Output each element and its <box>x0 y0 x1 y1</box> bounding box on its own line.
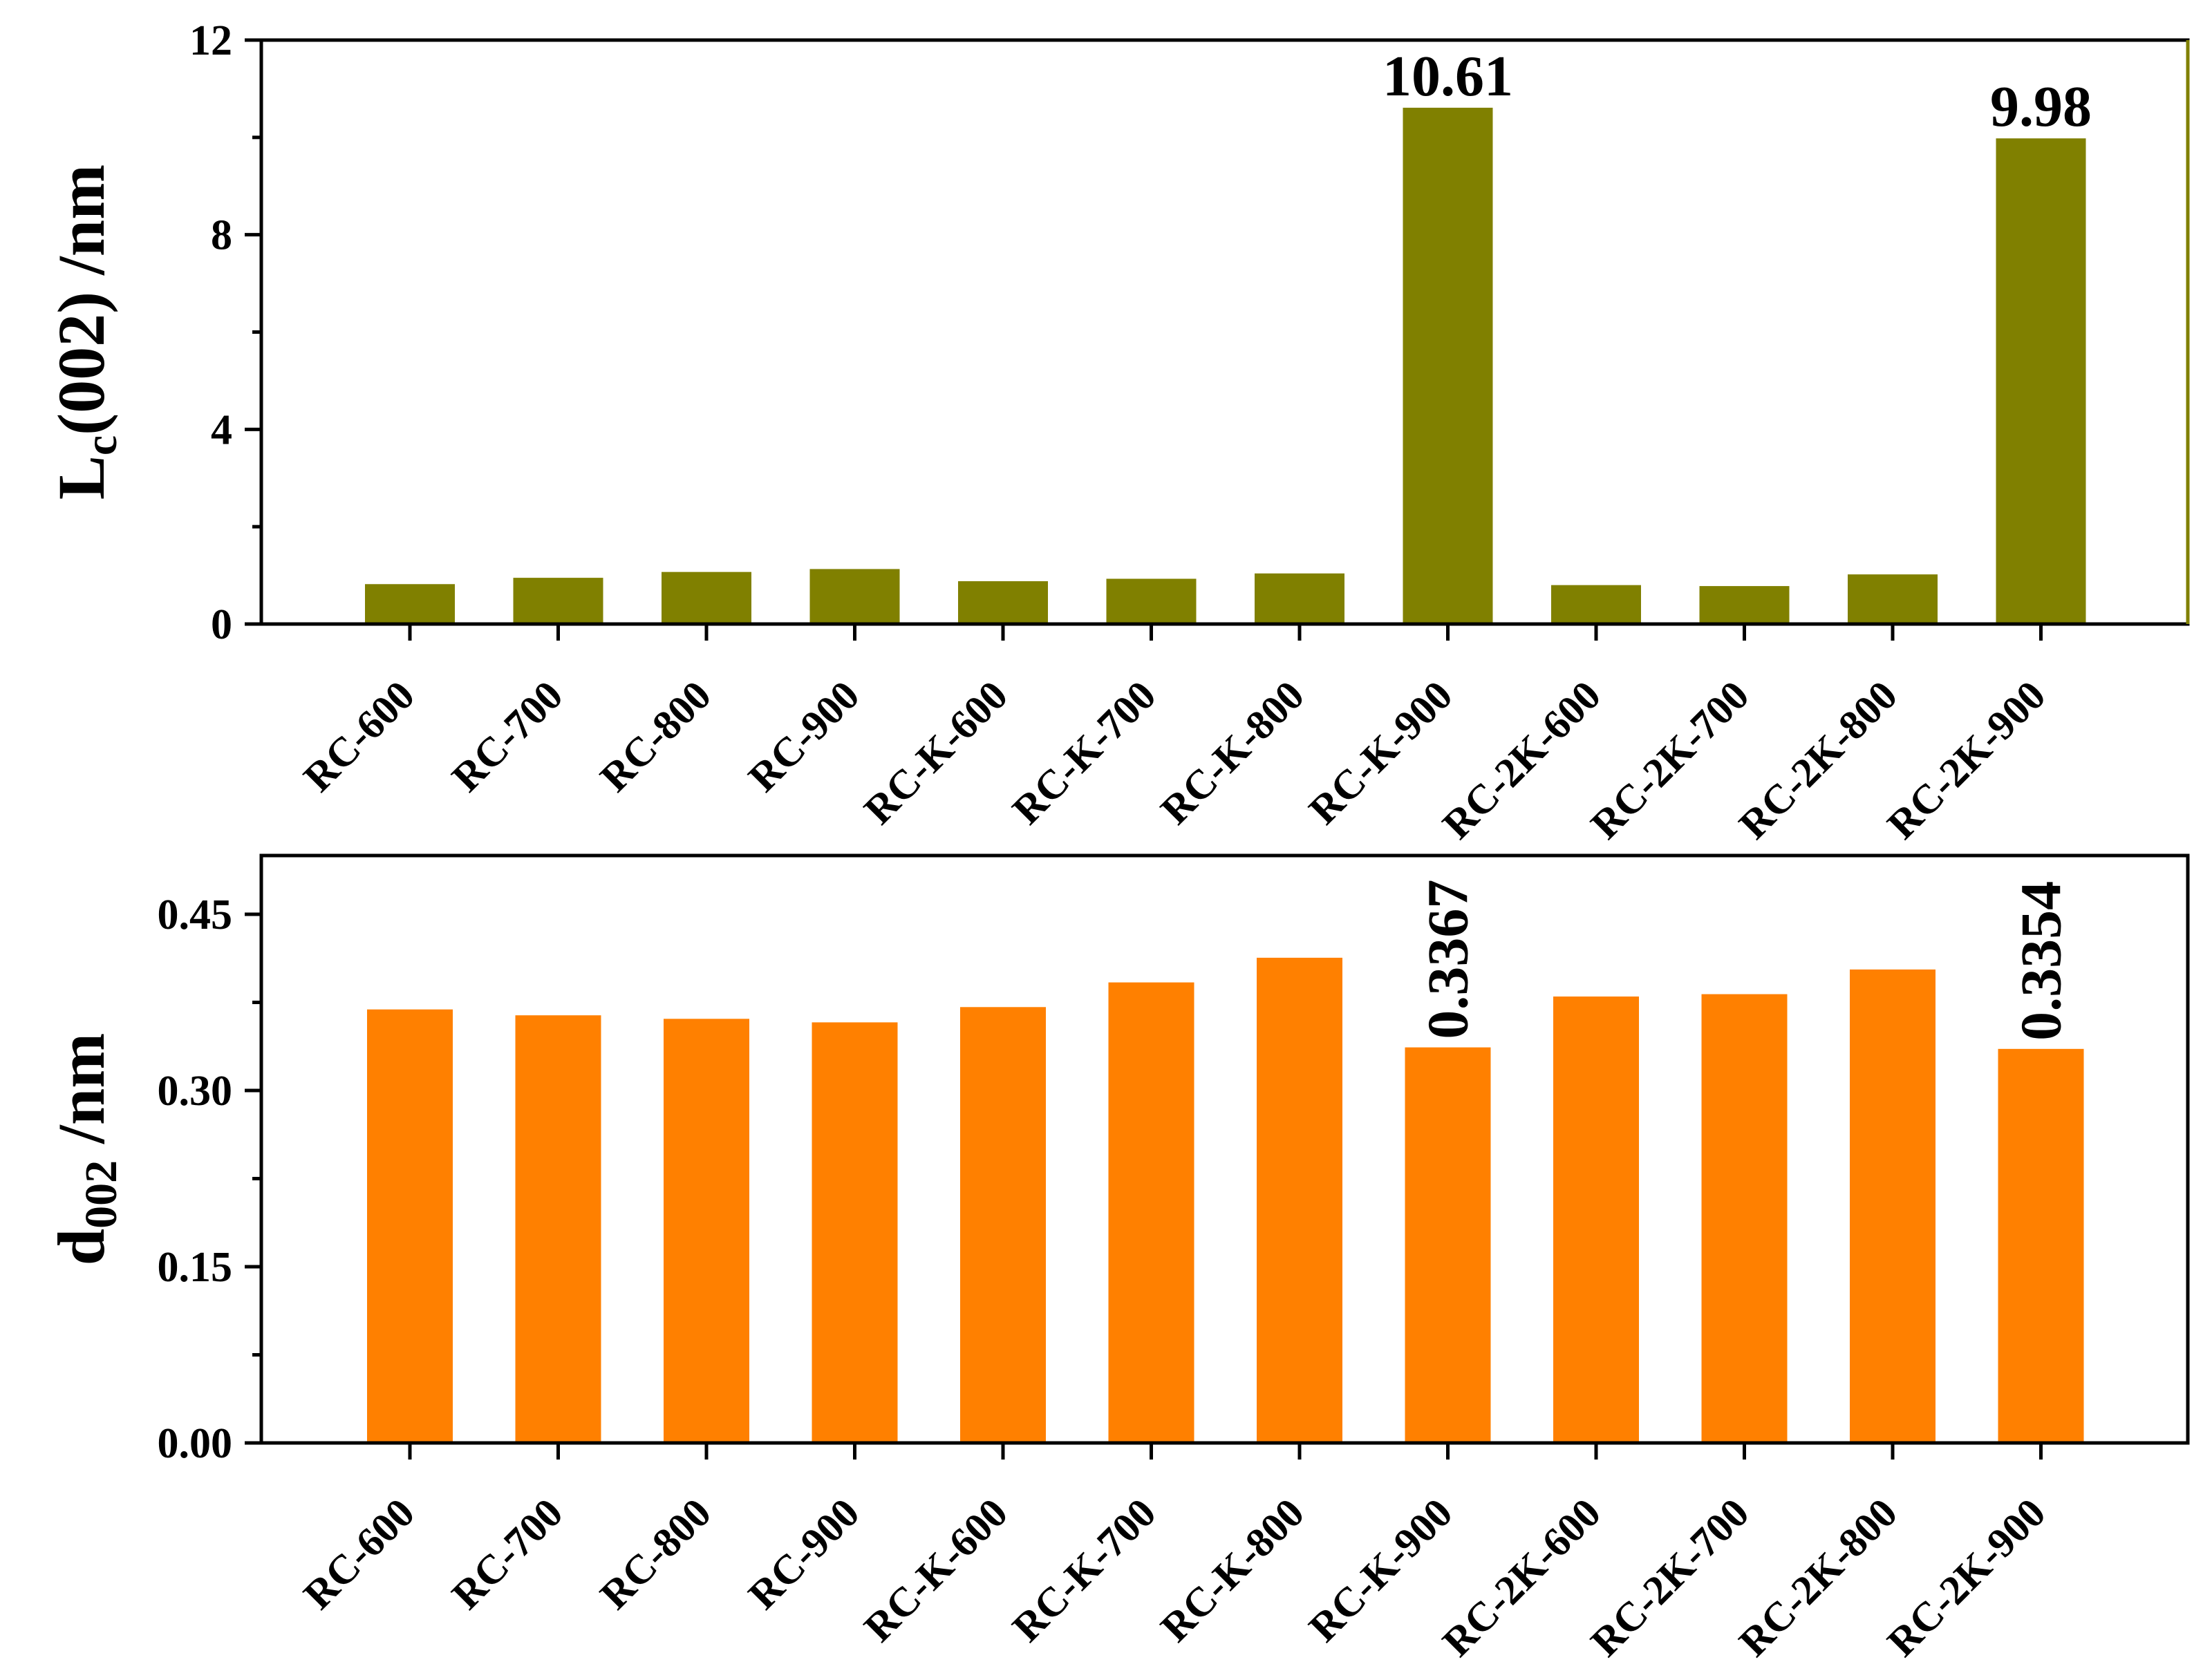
bar-rc-2k-900 <box>1996 138 2086 624</box>
x-tick-label: RC-700 <box>443 672 572 801</box>
bar-rc-k-700 <box>1106 578 1197 624</box>
bar-rc-2k-700 <box>1699 586 1790 624</box>
x-tick-label: RC-K-900 <box>1300 672 1461 833</box>
y-tick-label: 0.15 <box>158 1244 233 1291</box>
x-tick-label: RC-K-600 <box>855 672 1016 833</box>
y-tick-label: 0 <box>211 601 232 648</box>
bar-rc-k-600 <box>960 1007 1046 1443</box>
y-axis-label-sub: 002 <box>76 1160 126 1229</box>
x-tick-label: RC-2K-600 <box>1434 1490 1609 1662</box>
bar-rc-600 <box>367 1009 453 1443</box>
x-tick-label: RC-800 <box>591 672 720 801</box>
x-tick-label: RC-K-700 <box>1004 672 1165 833</box>
bar-rc-k-800 <box>1257 957 1342 1443</box>
x-tick-label: RC-K-900 <box>1300 1490 1461 1651</box>
bar-rc-2k-600 <box>1553 997 1639 1443</box>
x-tick-label: RC-700 <box>443 1490 572 1618</box>
bar-rc-2k-700 <box>1701 994 1788 1443</box>
bar-rc-k-600 <box>958 581 1048 624</box>
y-axis-label-main: d <box>44 1229 118 1265</box>
bar-rc-900 <box>812 1022 898 1443</box>
panel-bottom-d002: 0.00 0.15 0.30 0.45 RC-600 RC-700 RC-800 RC-900… <box>44 853 2190 1662</box>
x-tick-label: RC-K-800 <box>1152 672 1313 833</box>
x-tick-label: RC-2K-600 <box>1434 672 1609 848</box>
y-axis-label-sub: c <box>76 435 126 455</box>
y-axis-label-main: L <box>44 455 118 500</box>
x-tick-label: RC-600 <box>294 672 423 801</box>
y-tick-label: 0.00 <box>158 1420 233 1467</box>
y-tick-label: 12 <box>189 17 232 64</box>
data-label: 9.98 <box>1990 75 2092 139</box>
bar-rc-k-700 <box>1108 982 1194 1443</box>
bar-rc-800 <box>662 572 751 624</box>
x-tick-label: RC-800 <box>591 1490 720 1618</box>
y-axis-label-rest: (002) /nm <box>44 164 118 435</box>
bar-rc-900 <box>809 569 900 624</box>
x-tick-label: RC-2K-700 <box>1582 672 1758 848</box>
bar-rc-2k-800 <box>1848 574 1938 624</box>
bar-rc-k-900 <box>1405 1047 1491 1443</box>
bar-rc-2k-600 <box>1551 585 1641 624</box>
bar-rc-700 <box>513 578 603 624</box>
bar-rc-k-800 <box>1255 573 1344 624</box>
plot-frame <box>259 38 2190 626</box>
bar-rc-800 <box>664 1019 749 1443</box>
y-tick-label: 0.45 <box>158 891 233 938</box>
x-tick-label: RC-2K-700 <box>1582 1490 1758 1662</box>
y-tick-label: 8 <box>211 212 232 259</box>
y-axis-label-rest: /nm <box>44 1033 118 1160</box>
x-tick-label: RC-2K-900 <box>1879 1490 2054 1662</box>
x-tick-label: RC-K-600 <box>855 1490 1016 1651</box>
data-label: 0.3367 <box>1416 880 1481 1039</box>
data-label: 0.3354 <box>2009 881 2074 1041</box>
y-tick-label: 4 <box>211 406 232 453</box>
bar-rc-700 <box>515 1015 601 1443</box>
bar-rc-2k-800 <box>1850 969 1936 1443</box>
x-tick-label: RC-2K-800 <box>1730 1490 1906 1662</box>
bar-rc-600 <box>365 584 455 624</box>
x-tick-label: RC-900 <box>740 1490 868 1618</box>
y-tick-label: 0.30 <box>158 1068 233 1115</box>
x-tick-label: RC-900 <box>740 672 868 801</box>
x-tick-label: RC-K-800 <box>1152 1490 1313 1651</box>
x-tick-label: RC-2K-800 <box>1730 672 1906 848</box>
x-tick-label: RC-K-700 <box>1004 1490 1165 1651</box>
data-label: 10.61 <box>1382 44 1513 108</box>
bar-rc-k-900 <box>1403 107 1493 625</box>
y-axis-label: d002 /nm <box>44 1033 126 1265</box>
x-tick-label: RC-600 <box>294 1490 423 1618</box>
x-tick-label: RC-2K-900 <box>1879 672 2054 848</box>
y-axis-label: Lc(002) /nm <box>44 164 126 500</box>
bar-rc-2k-900 <box>1998 1048 2084 1443</box>
